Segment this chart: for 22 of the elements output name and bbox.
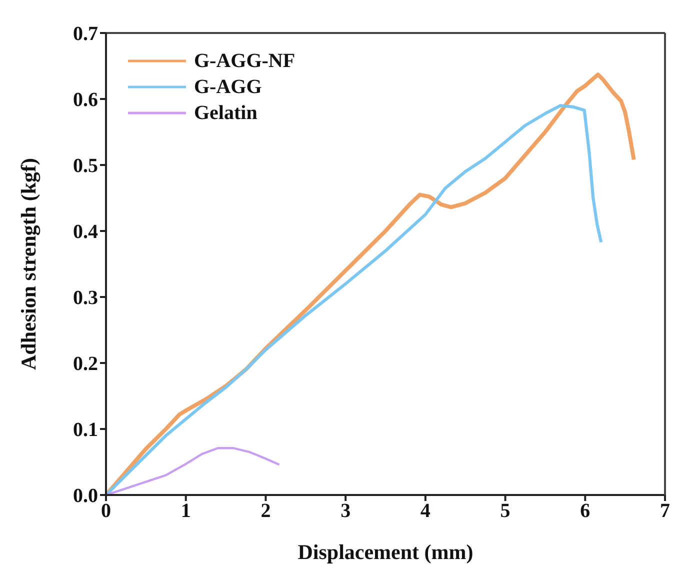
legend-label: G-AGG-NF	[194, 49, 296, 74]
line-series	[106, 447, 280, 495]
x-tick-label: 1	[180, 500, 191, 522]
y-tick-label: 0.6	[73, 89, 98, 112]
y-tick-label: 0.4	[73, 221, 98, 244]
y-tick-label: 0.0	[73, 485, 98, 508]
y-tick-label: 0.1	[73, 419, 98, 442]
x-tick-label: 2	[260, 500, 271, 522]
y-tick-label: 0.3	[73, 287, 98, 310]
x-tick-label: 3	[340, 500, 351, 522]
y-axis-title: Adhesion strength (kgf)	[16, 158, 40, 370]
x-tick-label: 5	[500, 500, 510, 522]
x-tick-label: 4	[420, 500, 430, 522]
legend-label: Gelatin	[194, 101, 258, 126]
x-tick-label: 6	[580, 500, 590, 522]
legend-label: G-AGG	[194, 75, 262, 100]
y-tick-label: 0.7	[73, 23, 98, 46]
y-tick-label: 0.5	[73, 155, 98, 178]
x-tick-label: 0	[101, 500, 111, 522]
x-axis-title: Displacement (mm)	[298, 540, 474, 564]
y-tick-label: 0.2	[73, 353, 98, 376]
x-tick-label: 7	[660, 500, 670, 522]
